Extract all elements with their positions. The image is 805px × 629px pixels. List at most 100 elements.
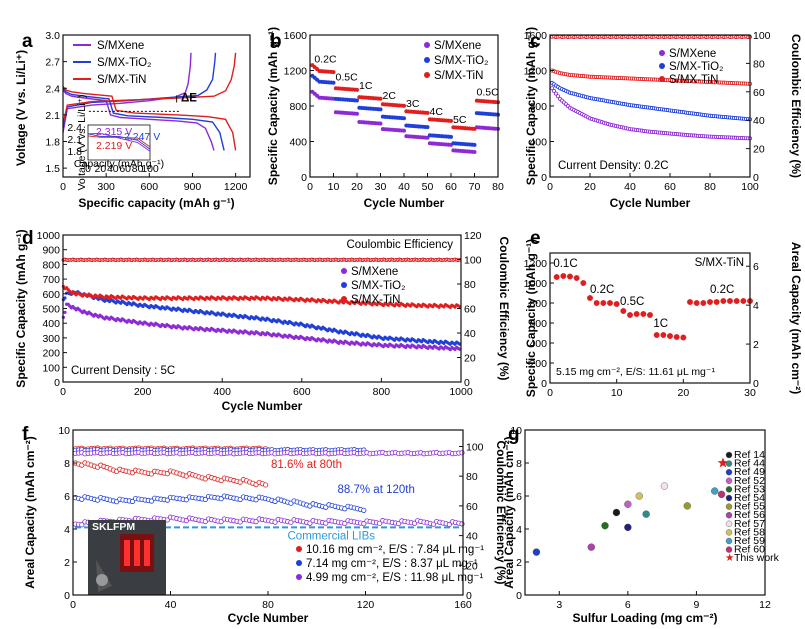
legend-label: S/MX-TiN bbox=[669, 74, 718, 86]
data-point bbox=[613, 301, 620, 307]
legend-marker bbox=[725, 451, 733, 459]
data-point bbox=[700, 300, 707, 306]
rate-label: 0.1C bbox=[553, 258, 577, 270]
y-tick-label: 600 bbox=[42, 289, 60, 301]
y2-tick-label: 120 bbox=[464, 230, 482, 242]
x-tick-label: 0 bbox=[70, 599, 76, 611]
legend-marker bbox=[725, 529, 733, 536]
legend-marker bbox=[341, 282, 347, 288]
data-point bbox=[733, 298, 740, 304]
data-point bbox=[627, 312, 633, 318]
y2-axis-label: Coulombic Efficiency (%) bbox=[497, 236, 511, 380]
series-line-discharge bbox=[62, 87, 225, 151]
legend-marker bbox=[725, 512, 733, 519]
y-axis-label: Specific Capacity (mAh g⁻¹) bbox=[524, 239, 538, 397]
data-point bbox=[354, 98, 360, 103]
y2-tick-label: 80 bbox=[464, 279, 476, 291]
y-tick-label: 400 bbox=[529, 137, 547, 149]
coin-cell bbox=[96, 574, 108, 586]
y2-tick-label: 0 bbox=[753, 172, 759, 184]
rate-label: 3C bbox=[406, 98, 420, 110]
y-tick-label: 0 bbox=[541, 378, 547, 390]
inset-x-tick: 60 bbox=[119, 163, 131, 175]
data-point bbox=[607, 300, 613, 306]
y-tick-label: 200 bbox=[42, 348, 60, 360]
retention-120-label: 88.7% at 120th bbox=[338, 484, 415, 496]
current-density-label: Current Density : 5C bbox=[71, 365, 175, 377]
ref-point bbox=[711, 487, 719, 495]
data-point bbox=[667, 333, 673, 339]
rate-label: 1C bbox=[653, 318, 668, 330]
y-axis-label: Specific Capacity (mAh g⁻¹) bbox=[266, 27, 280, 185]
y-tick-label: 300 bbox=[42, 333, 60, 345]
inset-y-tick: 2.1 bbox=[67, 134, 82, 146]
data-point bbox=[378, 107, 383, 112]
y-tick-label: 0 bbox=[301, 172, 307, 184]
legend-label: S/MXene bbox=[351, 266, 398, 278]
y2-tick-label: 0 bbox=[466, 590, 472, 602]
plot-frame bbox=[62, 34, 251, 178]
data-point bbox=[472, 142, 477, 147]
x-tick-label: 80 bbox=[704, 181, 716, 193]
y-axis-label: Areal Capacity (mAh cm⁻²) bbox=[502, 436, 516, 588]
ref-point bbox=[683, 502, 691, 510]
data-point bbox=[633, 311, 640, 317]
data-point bbox=[425, 110, 430, 115]
data-point bbox=[354, 87, 360, 92]
y2-tick-label: 20 bbox=[464, 353, 476, 365]
x-tick-label: 300 bbox=[97, 181, 115, 193]
y2-tick-label: 4 bbox=[753, 300, 759, 312]
legend-marker bbox=[424, 42, 430, 48]
data-point bbox=[740, 298, 747, 304]
panel-e-title: S/MX-TiN bbox=[695, 257, 744, 269]
data-point bbox=[693, 300, 700, 306]
x-axis-label: Cycle Number bbox=[222, 399, 303, 413]
rate-label: 0.2C bbox=[710, 284, 734, 296]
data-point bbox=[673, 334, 680, 340]
y-tick-label: 2.1 bbox=[45, 110, 60, 122]
x-tick-label: 0 bbox=[60, 181, 66, 193]
y-tick-label: 100 bbox=[42, 362, 60, 374]
data-point bbox=[727, 298, 733, 304]
y2-axis-label: Coulombic Efficiency (%) bbox=[789, 34, 803, 178]
led-digit bbox=[134, 540, 140, 566]
legend-label: S/MXene bbox=[97, 40, 144, 52]
inset-label-3: 2.219 V bbox=[96, 140, 132, 152]
x-tick-label: 40 bbox=[165, 599, 177, 611]
data-point bbox=[331, 70, 336, 75]
inset-x-tick: 0 bbox=[85, 163, 91, 175]
legend-label: 4.99 mg cm⁻², E/S : 11.98 μL mg⁻¹ bbox=[306, 572, 483, 584]
x-tick-label: 800 bbox=[373, 386, 391, 398]
y-tick-label: 400 bbox=[42, 318, 60, 330]
x-tick-label: 1200 bbox=[224, 181, 248, 193]
ref-point bbox=[635, 492, 643, 500]
y-tick-label: 800 bbox=[42, 259, 60, 271]
legend-marker bbox=[296, 574, 302, 580]
rate-label: 0.5C bbox=[620, 296, 644, 308]
led-digit bbox=[144, 540, 150, 566]
legend-marker bbox=[725, 520, 733, 527]
data-point bbox=[262, 482, 269, 488]
legend-label: S/MX-TiN bbox=[434, 70, 483, 82]
ref-point bbox=[532, 548, 541, 556]
x-tick-label: 20 bbox=[584, 181, 596, 193]
x-tick-label: 12 bbox=[759, 599, 771, 611]
data-point bbox=[401, 103, 407, 108]
inset-y-tick: 2.4 bbox=[67, 122, 82, 134]
x-tick-label: 0 bbox=[60, 386, 66, 398]
y2-tick-label: 60 bbox=[753, 87, 765, 99]
y-tick-label: 6 bbox=[516, 491, 522, 503]
data-point bbox=[554, 91, 559, 96]
legend-marker bbox=[296, 546, 302, 552]
y-tick-label: 4 bbox=[516, 524, 522, 536]
y-tick-label: 1600 bbox=[284, 30, 308, 42]
y-tick-label: 1600 bbox=[524, 30, 548, 42]
legend-marker bbox=[341, 268, 347, 274]
rate-label: 5C bbox=[453, 114, 467, 126]
data-point bbox=[552, 88, 557, 93]
inset-label-1: 2.315 V bbox=[96, 126, 132, 138]
y2-tick-label: 60 bbox=[466, 501, 478, 513]
ref-point bbox=[587, 543, 595, 551]
data-point bbox=[640, 311, 647, 317]
